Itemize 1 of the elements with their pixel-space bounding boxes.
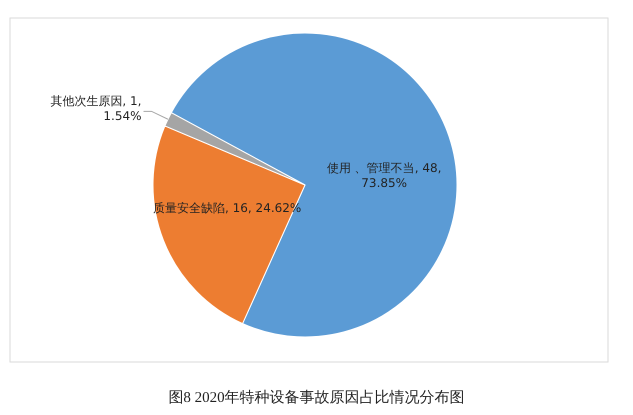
text: 图8 2020年特种设备事故原因占比情况分布图: [168, 389, 465, 406]
